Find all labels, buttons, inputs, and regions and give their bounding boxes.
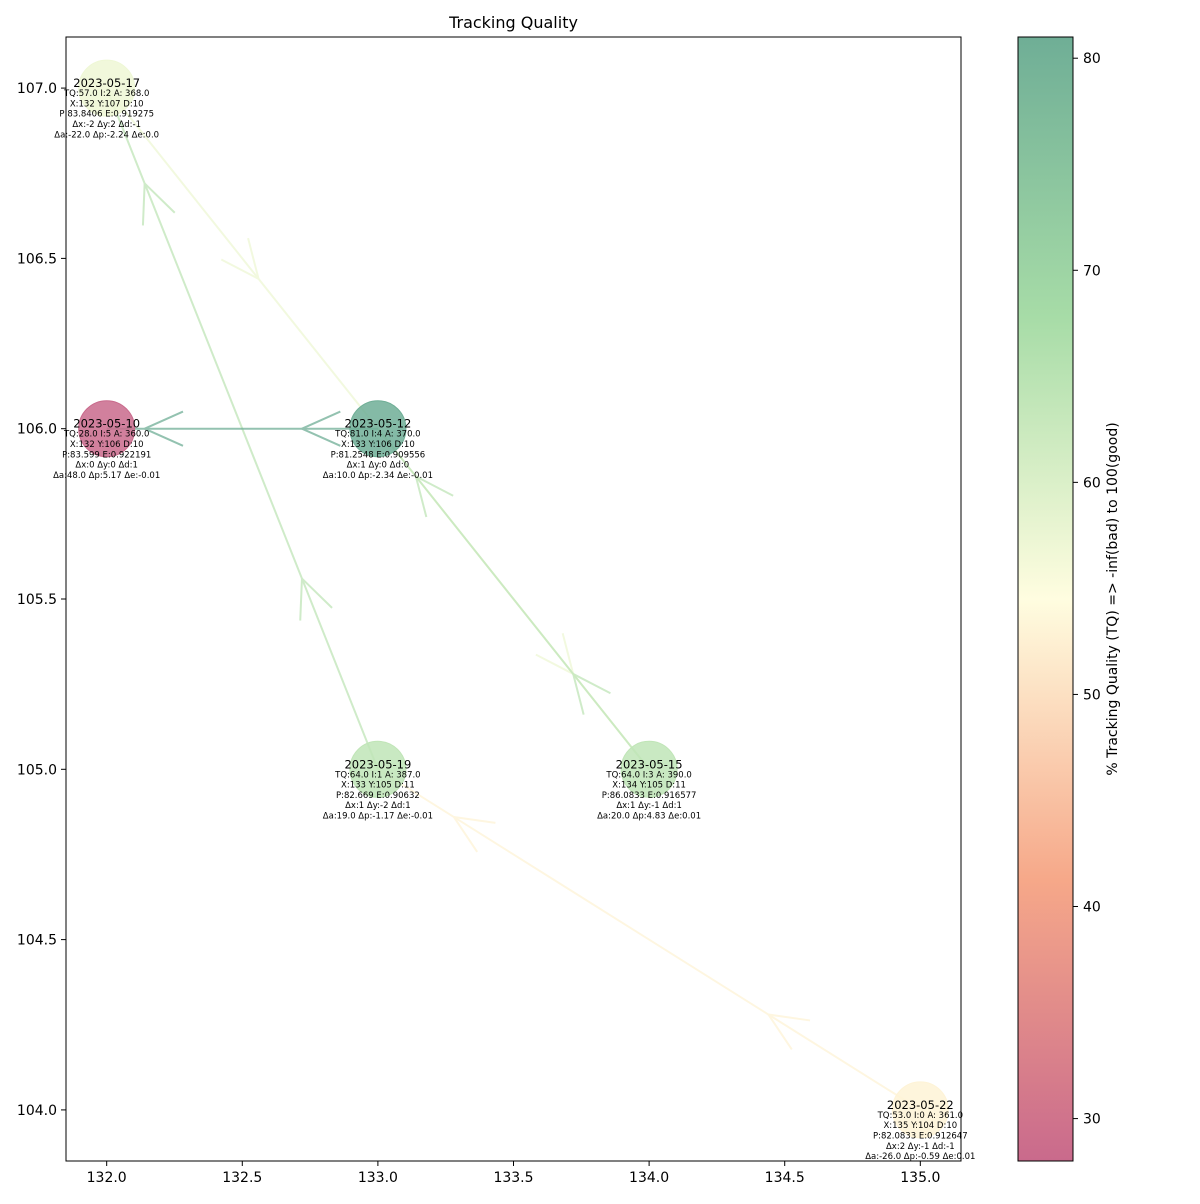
- point-info-line: Δa:-26.0 Δp:-0.59 Δe:0.01: [865, 1152, 975, 1162]
- point-info-line: P:83.599 E:0.922191: [62, 450, 151, 460]
- y-tick-label: 106.5: [17, 251, 57, 267]
- point-info-line: X:135 Y:104 D:10: [883, 1121, 957, 1131]
- point-info-line: TQ:81.0 I:4 A: 370.0: [334, 430, 420, 440]
- point-info-line: Δa:19.0 Δp:-1.17 Δe:-0.01: [323, 812, 433, 822]
- point-info-line: X:133 Y:105 D:11: [341, 781, 415, 791]
- arrow-2023-05-12-to-2023-05-10: [106, 410, 378, 447]
- point-date-label: 2023-05-12: [344, 417, 411, 431]
- point-info-line: Δa:10.0 Δp:-2.34 Δe:-0.01: [323, 471, 433, 481]
- point-info-line: P:82.0833 E:0.912647: [873, 1132, 968, 1142]
- point-info-line: P:82.669 E:0.90632: [336, 791, 420, 801]
- arrow-2023-05-15-to-2023-05-12: [377, 428, 650, 770]
- point-date-label: 2023-05-10: [73, 417, 140, 431]
- point-info-line: Δx:1 Δy:0 Δd:0: [347, 461, 410, 471]
- point-2023-05-15: [620, 740, 678, 798]
- y-tick-label: 104.5: [17, 933, 57, 949]
- x-tick-label: 133.5: [493, 1170, 533, 1186]
- point-info-line: Δa:48.0 Δp:5.17 Δe:-0.01: [53, 471, 160, 481]
- y-tick-label: 105.0: [17, 762, 57, 778]
- y-tick-label: 107.0: [17, 81, 57, 97]
- x-axis: 132.0 132.5 133.0 133.5 134.0 134.5 135.0: [87, 1161, 940, 1186]
- point-info-line: TQ:53.0 I:0 A: 361.0: [877, 1111, 963, 1121]
- point-2023-05-12: [349, 400, 407, 458]
- colorbar: 30 40 50 60 70 80 % Tracking Quality (TQ) => -…: [1017, 36, 1121, 1162]
- x-tick-label: 134.0: [629, 1170, 669, 1186]
- colorbar-label: % Tracking Quality (TQ) => -inf(bad) to …: [1105, 422, 1121, 775]
- colorbar-tick-label: 80: [1083, 51, 1101, 67]
- point-info-line: X:134 Y:105 D:11: [612, 781, 686, 791]
- colorbar-gradient: [1017, 36, 1074, 1162]
- y-tick-label: 104.0: [17, 1103, 57, 1119]
- point-2023-05-19: [349, 740, 407, 798]
- colorbar-tick-label: 50: [1083, 687, 1101, 703]
- colorbar-tick-label: 30: [1083, 1112, 1101, 1128]
- point-date-label: 2023-05-17: [73, 76, 140, 90]
- point-info-line: P:86.0833 E:0.916577: [602, 791, 697, 801]
- arrow-2023-05-22-to-2023-05-19: [377, 768, 921, 1111]
- point-2023-05-22: [891, 1081, 949, 1139]
- point-info-line: Δa:20.0 Δp:4.83 Δe:0.01: [597, 812, 701, 822]
- y-tick-label: 105.5: [17, 592, 57, 608]
- point-2023-05-17: [78, 59, 136, 117]
- point-info-line: Δa:-22.0 Δp:-2.24 Δe:0.0: [54, 130, 159, 140]
- x-tick-label: 135.0: [900, 1170, 940, 1186]
- point-info-line: Δx:1 Δy:-2 Δd:1: [345, 801, 411, 811]
- point-2023-05-10: [78, 400, 136, 458]
- point-info-line: TQ:64.0 I:3 A: 390.0: [605, 770, 691, 780]
- point-info-line: P:83.8406 E:0.919275: [59, 110, 154, 120]
- colorbar-tick-label: 70: [1083, 263, 1101, 279]
- point-info-line: Δx:2 Δy:-1 Δd:-1: [886, 1142, 955, 1152]
- point-info-line: Δx:-2 Δy:2 Δd:-1: [72, 120, 141, 130]
- point-info-line: TQ:64.0 I:1 A: 387.0: [334, 770, 420, 780]
- point-info-line: X:133 Y:106 D:10: [341, 440, 415, 450]
- x-tick-label: 134.5: [765, 1170, 805, 1186]
- point-date-label: 2023-05-22: [887, 1098, 954, 1112]
- x-tick-label: 132.0: [87, 1170, 127, 1186]
- x-tick-label: 133.0: [358, 1170, 398, 1186]
- x-tick-label: 132.5: [222, 1170, 262, 1186]
- point-info-line: P:81.2548 E:0.909556: [331, 450, 426, 460]
- point-info-line: Δx:1 Δy:-1 Δd:1: [616, 801, 682, 811]
- point-date-label: 2023-05-15: [616, 757, 683, 771]
- y-axis: 104.0 104.5 105.0 105.5 106.0 106.5 107.0: [17, 81, 66, 1119]
- point-info-line: TQ:57.0 I:2 A: 368.0: [63, 89, 149, 99]
- colorbar-tick-label: 60: [1083, 475, 1101, 491]
- point-info-line: X:132 Y:106 D:10: [70, 440, 144, 450]
- arrows-layer: [105, 87, 921, 1111]
- point-info-line: Δx:0 Δy:0 Δd:1: [75, 461, 138, 471]
- points-layer: [78, 59, 949, 1139]
- colorbar-tick-label: 40: [1083, 900, 1101, 916]
- point-date-label: 2023-05-19: [344, 757, 411, 771]
- chart-title: Tracking Quality: [448, 13, 578, 32]
- point-info-line: X:132 Y:107 D:10: [70, 99, 144, 109]
- point-info-line: TQ:28.0 I:5 A: 360.0: [63, 430, 149, 440]
- y-tick-label: 106.0: [17, 422, 57, 438]
